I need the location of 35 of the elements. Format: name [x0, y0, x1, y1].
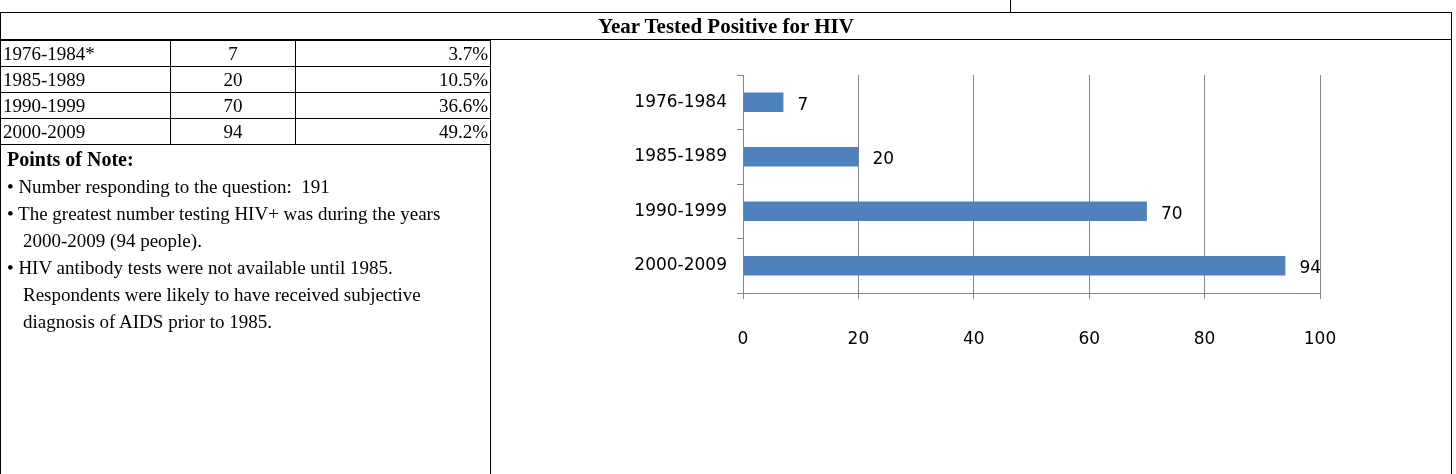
data-label: 70: [1160, 202, 1183, 223]
data-label: 20: [872, 148, 895, 169]
y-tick-label: 1990-1999: [634, 199, 727, 220]
data-label: 7: [797, 93, 809, 114]
bar: [743, 146, 859, 167]
text: 7: [170, 40, 296, 67]
chart-title: Year Tested Positive for HIV: [0, 13, 1452, 40]
bar: [743, 201, 1147, 222]
bar: [743, 92, 784, 113]
text: 94: [170, 118, 296, 145]
data-label: 94: [1299, 257, 1322, 278]
text: 36.6%: [295, 92, 491, 119]
text: 1976-1984*: [1, 40, 171, 67]
text: • The greatest number testing HIV+ was during the years 2000-2009 (94 people).: [7, 202, 442, 253]
text: 49.2%: [295, 118, 491, 145]
x-tick-label: 100: [1303, 327, 1337, 348]
text: Points of Note:: [7, 148, 135, 171]
x-tick-label: 0: [737, 327, 749, 348]
x-tick-label: 40: [962, 327, 985, 348]
x-tick-label: 20: [847, 327, 870, 348]
text: • HIV antibody tests were not available until 1985. Respondents were likely to have received subjective diagnosis of AIDS prior to 1985.: [7, 256, 422, 334]
text: 10.5%: [295, 66, 491, 93]
x-tick-label: 60: [1078, 327, 1101, 348]
text: 1990-1999: [1, 92, 171, 119]
y-tick-label: 2000-2009: [634, 254, 727, 275]
y-tick-label: 1976-1984: [634, 90, 727, 111]
x-tick-label: 80: [1193, 327, 1216, 348]
text: 2000-2009: [1, 118, 171, 145]
bar: [743, 255, 1286, 276]
text: 3.7%: [295, 40, 491, 67]
text: 70: [170, 92, 296, 119]
text: • Number responding to the question: 191: [7, 175, 331, 199]
y-tick-label: 1985-1989: [634, 145, 727, 166]
text: 1985-1989: [1, 66, 171, 93]
text: 20: [170, 66, 296, 93]
